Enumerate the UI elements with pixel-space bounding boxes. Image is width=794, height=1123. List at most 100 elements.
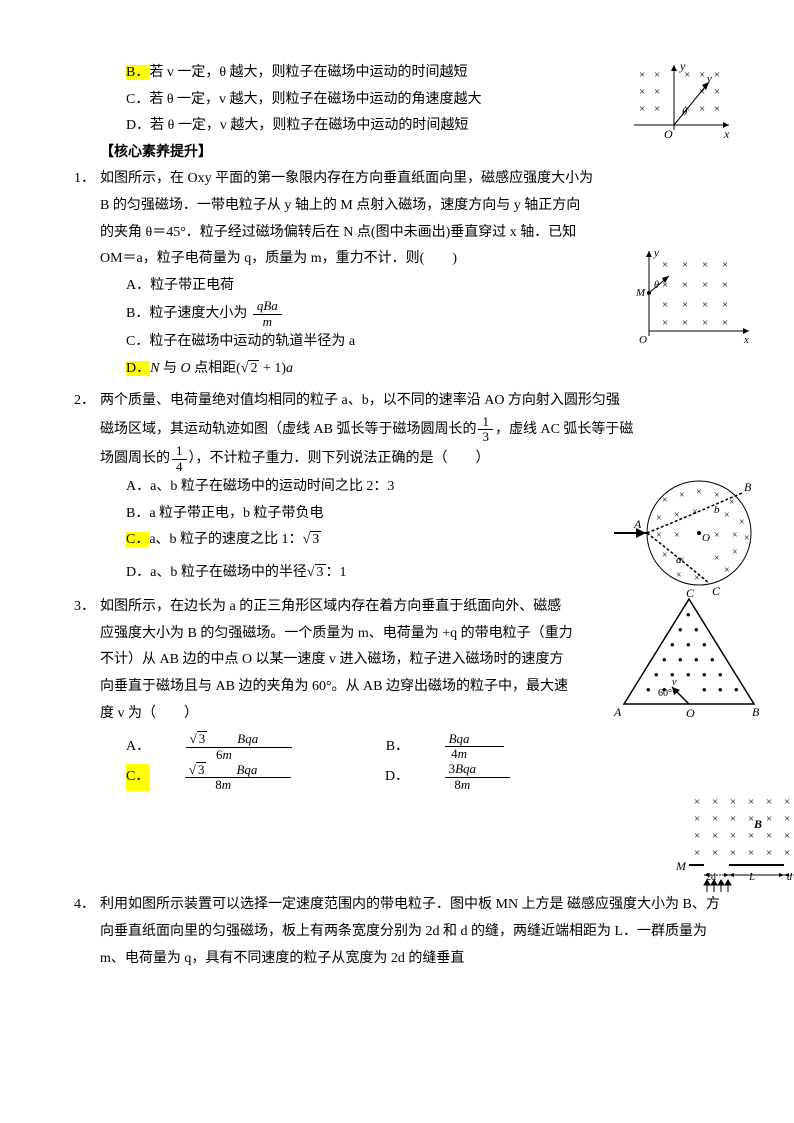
svg-text:v: v [707,73,712,85]
svg-text:×: × [732,547,738,558]
svg-text:•: • [710,652,715,667]
svg-text:×: × [674,530,680,541]
svg-text:×: × [714,530,720,541]
q3-C-label: C． [126,764,149,791]
svg-text:b: b [714,504,720,516]
svg-text:•: • [686,607,691,622]
q2-A: a、b 粒子在磁场中的运动时间之比 2：3 [150,479,394,494]
svg-text:A: A [633,517,642,531]
svg-text:×: × [722,299,728,311]
figure-q1: x y O M θ ×××× ×××× ×××× ×××× [634,246,754,357]
svg-text:A: A [613,705,622,719]
q4-stem: 利用如图所示装置可以选择一定速度范围内的带电粒子．图中板 MN 上方是 磁感应强… [100,892,724,972]
svg-text:×: × [694,573,700,584]
svg-text:L: L [748,871,755,883]
svg-text:×: × [766,813,772,825]
svg-text:•: • [662,682,667,697]
svg-text:×: × [722,317,728,329]
question-3: 3． 如图所示，在边长为 a 的正三角形区域内存在着方向垂直于纸面向外、磁感应强… [100,594,724,792]
svg-text:×: × [662,317,668,329]
svg-text:×: × [662,550,668,561]
svg-text:×: × [692,507,698,518]
svg-text:M: M [675,859,687,873]
opt-c: 若 θ 一定，v 越大，则粒子在磁场中运动的角速度越大 [149,92,481,107]
svg-text:×: × [722,279,728,291]
svg-text:B: B [752,705,760,719]
svg-text:•: • [718,682,723,697]
svg-text:×: × [682,279,688,291]
svg-text:×: × [684,103,690,115]
svg-text:×: × [684,69,690,81]
svg-text:×: × [662,279,668,291]
q1-A: 粒子带正电荷 [150,278,234,293]
svg-text:×: × [744,533,750,544]
svg-text:x: x [743,334,749,346]
svg-text:×: × [748,847,754,859]
svg-text:×: × [694,830,700,842]
svg-text:×: × [748,796,754,808]
q1-stem: 如图所示，在 Oxy 平面的第一象限内存在方向垂直纸面向里，磁感应强度大小为 B… [100,166,724,272]
svg-text:×: × [696,487,702,498]
svg-text:×: × [766,830,772,842]
svg-text:×: × [712,830,718,842]
svg-text:O: O [664,127,673,141]
q2-stem: 两个质量、电荷量绝对值均相同的粒子 a、b，以不同的速率沿 AO 方向射入圆形匀… [100,388,724,474]
svg-text:×: × [694,847,700,859]
svg-text:×: × [679,555,685,566]
svg-text:×: × [676,570,682,581]
svg-text:•: • [670,667,675,682]
svg-text:•: • [702,682,707,697]
svg-text:×: × [732,530,738,541]
svg-text:•: • [646,682,651,697]
question-2: 2． 两个质量、电荷量绝对值均相同的粒子 a、b，以不同的速率沿 AO 方向射入… [100,388,724,586]
svg-text:×: × [766,796,772,808]
svg-text:×: × [639,103,645,115]
question-4: 4． 利用如图所示装置可以选择一定速度范围内的带电粒子．图中板 MN 上方是 磁… [100,892,724,972]
svg-text:×: × [699,103,705,115]
svg-text:×: × [724,510,730,521]
svg-text:×: × [784,813,790,825]
svg-text:•: • [702,637,707,652]
svg-text:×: × [702,317,708,329]
svg-text:×: × [639,86,645,98]
q3-D-label: D． [385,764,409,791]
svg-text:•: • [686,637,691,652]
svg-text:•: • [702,667,707,682]
svg-text:θ: θ [654,280,659,291]
svg-text:×: × [702,259,708,271]
q2-D: a、b 粒子在磁场中的半径 [150,565,307,580]
svg-text:×: × [714,490,720,501]
svg-text:y: y [653,247,659,259]
svg-text:B: B [744,480,752,494]
svg-text:×: × [674,510,680,521]
q2-C: a、b 粒子的速度之比 1： [149,532,302,547]
svg-text:M: M [635,287,646,299]
svg-text:×: × [662,259,668,271]
svg-text:×: × [639,69,645,81]
svg-text:×: × [784,847,790,859]
svg-text:×: × [694,796,700,808]
q3-A-label: A． [126,734,150,761]
svg-text:•: • [662,652,667,667]
svg-text:×: × [714,86,720,98]
svg-text:×: × [694,813,700,825]
svg-text:×: × [654,86,660,98]
q2-B: a 粒子带正电，b 粒子带负电 [149,506,323,521]
svg-text:×: × [714,103,720,115]
svg-text:×: × [712,813,718,825]
svg-text:×: × [682,259,688,271]
svg-text:B: B [753,817,762,831]
svg-text:×: × [730,847,736,859]
svg-text:×: × [729,497,735,508]
svg-text:×: × [714,69,720,81]
svg-text:×: × [730,830,736,842]
svg-text:×: × [739,517,745,528]
svg-text:O: O [686,706,695,720]
opt-d: 若 θ 一定，v 越大，则粒子在磁场中运动的时间越短 [150,118,468,133]
figure-q3: C A B O 60° v • •• ••• •••• ••••• ••••• [614,589,764,730]
svg-text:•: • [734,682,739,697]
svg-text:×: × [784,830,790,842]
q1-B: 粒子速度大小为 [149,306,247,321]
svg-text:×: × [656,530,662,541]
svg-text:×: × [748,830,754,842]
